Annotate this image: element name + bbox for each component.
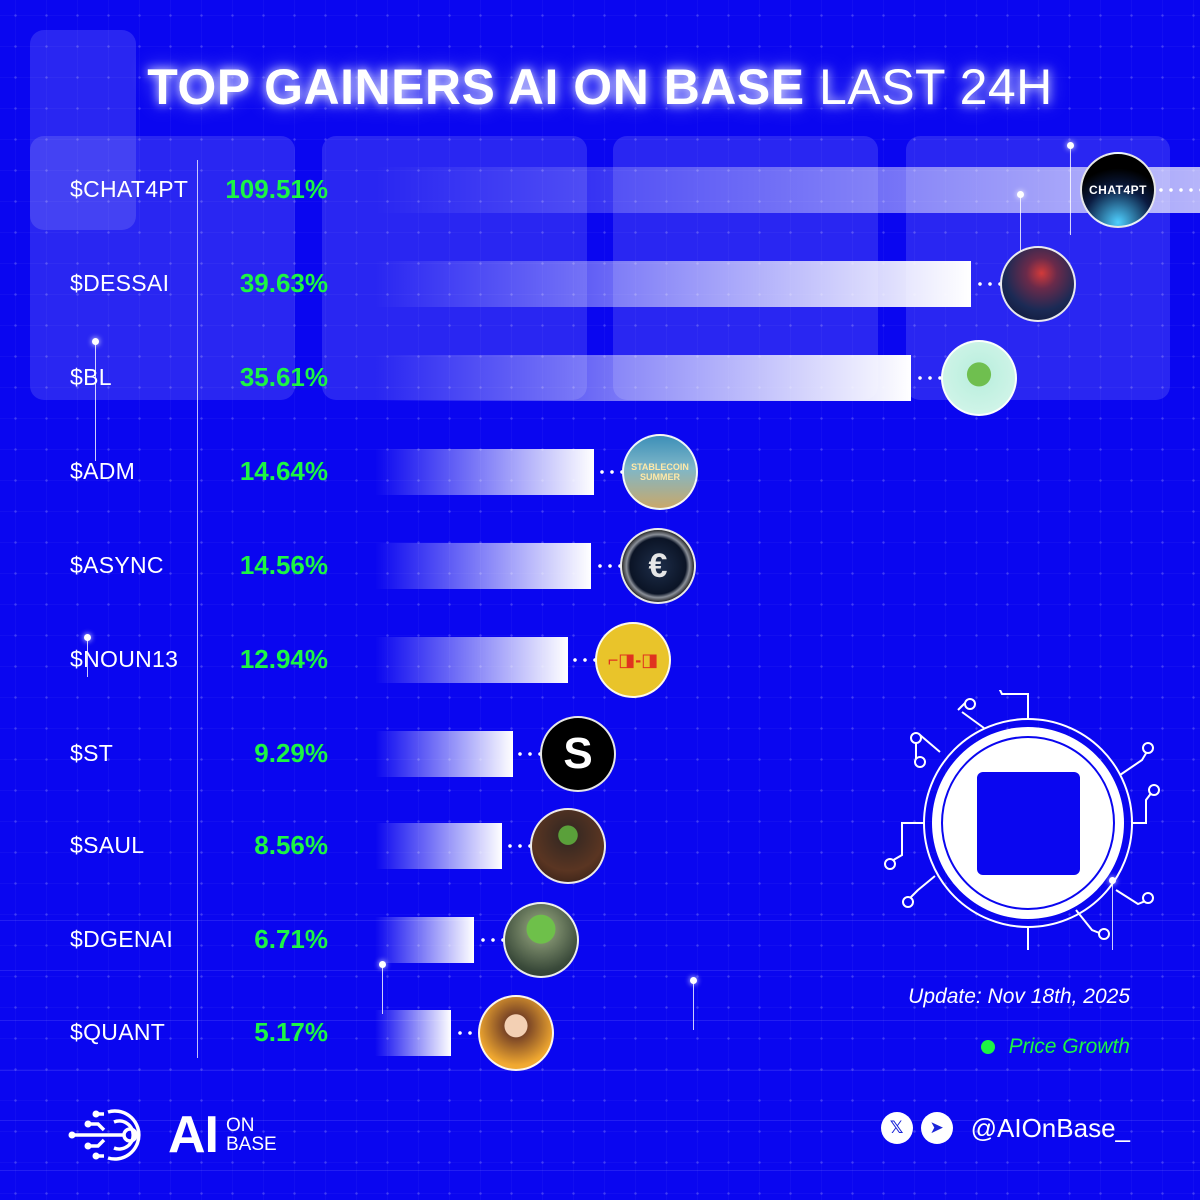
chart-row: $DESSAI 39.63%: [0, 246, 1200, 322]
change-value: 9.29%: [254, 738, 328, 768]
chart-row: $ST 9.29% S: [0, 716, 1200, 792]
page-title: TOP GAINERS AI ON BASE LAST 24H: [0, 58, 1200, 116]
decor-pin: [379, 961, 386, 1014]
brand-on-base: ON BASE: [226, 1116, 277, 1154]
ticker-label: $ST: [70, 740, 114, 766]
superhero-avatar-icon: [1000, 246, 1076, 322]
change-value: 109.51%: [225, 174, 328, 204]
brand-base: BASE: [226, 1134, 277, 1155]
chat4pt-logo-icon: CHAT4PT: [1080, 152, 1156, 228]
brand-on: ON: [226, 1115, 255, 1136]
connector-dots: [975, 282, 1001, 286]
change-value: 8.56%: [254, 830, 328, 860]
chart-row: $BL 35.61%: [0, 340, 1200, 416]
change-value: 5.17%: [254, 1017, 328, 1047]
ticker-label: $DESSAI: [70, 270, 170, 296]
x-icon[interactable]: 𝕏: [880, 1112, 913, 1144]
ticker-label: $QUANT: [70, 1019, 166, 1045]
ticker-label: $CHAT4PT: [70, 176, 189, 202]
legend-label: Price Growth: [1008, 1035, 1130, 1058]
bar: [375, 355, 911, 401]
title-bold: TOP GAINERS AI ON BASE: [147, 59, 805, 115]
update-date: Update: Nov 18th, 2025: [908, 985, 1130, 1008]
frog-suit-avatar-icon: [530, 808, 606, 884]
change-value: 14.56%: [239, 550, 328, 580]
ticker-label: $ADM: [70, 458, 136, 484]
bar: [375, 167, 1200, 213]
avatar-text: €: [648, 546, 668, 585]
bar: [375, 1010, 451, 1056]
avatar-text: CHAT4PT: [1089, 183, 1147, 197]
connector-dots: [505, 844, 531, 848]
connector-dots: [1156, 188, 1200, 192]
chart-row: $CHAT4PT 109.51% CHAT4PT: [0, 152, 1200, 228]
chart-row: $ADM 14.64% STABLECOIN SUMMER: [0, 434, 1200, 510]
robot-pepe-avatar-icon: [503, 902, 579, 978]
bar: [375, 731, 513, 777]
change-value: 39.63%: [239, 268, 328, 298]
chart-row: $DGENAI 6.71%: [0, 902, 1200, 978]
change-value: 14.64%: [239, 456, 328, 486]
connector-dots: [478, 938, 504, 942]
ticker-label: $BL: [70, 364, 112, 390]
decor-panel: [30, 136, 295, 400]
ticker-label: $ASYNC: [70, 552, 164, 578]
connector-dots: [455, 1031, 479, 1035]
decor-pin: [1109, 877, 1116, 950]
change-value: 35.61%: [239, 362, 328, 392]
change-value: 6.71%: [254, 924, 328, 954]
connector-dots: [515, 752, 541, 756]
connector-dots: [570, 658, 596, 662]
decor-pin: [92, 338, 99, 461]
bar: [375, 823, 502, 869]
ticker-label: $SAUL: [70, 832, 145, 858]
base-emblem-icon: [884, 690, 1160, 950]
bar: [375, 543, 591, 589]
decor-pin: [84, 634, 91, 677]
change-value: 12.94%: [239, 644, 328, 674]
noun-glasses-icon: ⌐◨-◨: [595, 622, 671, 698]
bar: [375, 449, 594, 495]
connector-dots: [595, 564, 621, 568]
circuit-target-icon: [68, 1109, 141, 1161]
bar: [375, 637, 568, 683]
chart-row: $NOUN13 12.94% ⌐◨-◨: [0, 622, 1200, 698]
frog-bowtie-avatar-icon: [941, 340, 1017, 416]
avatar-text: STABLECOIN SUMMER: [631, 462, 689, 482]
decor-pin: [690, 977, 697, 1030]
legend-price-growth: Price Growth: [980, 1035, 1130, 1059]
chart-row: $QUANT 5.17%: [0, 995, 1200, 1071]
title-light: LAST 24H: [819, 59, 1053, 115]
avatar-text: S: [563, 729, 593, 778]
avatar-text: ⌐◨-◨: [607, 649, 659, 670]
brand-ai: AI: [168, 1106, 219, 1164]
s-logo-icon: S: [540, 716, 616, 792]
telegram-icon[interactable]: ➤: [920, 1112, 953, 1144]
social-handle[interactable]: @AIOnBase_: [970, 1112, 1130, 1143]
async-logo-icon: €: [620, 528, 696, 604]
connector-dots: [597, 470, 623, 474]
chart-row: $ASYNC 14.56% €: [0, 528, 1200, 604]
background-floor: [0, 920, 1200, 1200]
social-links: 𝕏 ➤ @AIOnBase_: [880, 1112, 1130, 1144]
bar: [375, 917, 474, 963]
ticker-label: $NOUN13: [70, 646, 179, 672]
axis-divider: [197, 160, 198, 1058]
chart-row: $SAUL 8.56%: [0, 808, 1200, 884]
ticker-label: $DGENAI: [70, 926, 174, 952]
stablecoin-summer-avatar-icon: STABLECOIN SUMMER: [622, 434, 698, 510]
legend-dot-icon: [980, 1040, 995, 1054]
brand-logo: AI ON BASE: [68, 1100, 277, 1170]
woman-glasses-avatar-icon: [478, 995, 554, 1071]
connector-dots: [915, 376, 941, 380]
bar: [375, 261, 971, 307]
decor-panel: [30, 30, 136, 230]
